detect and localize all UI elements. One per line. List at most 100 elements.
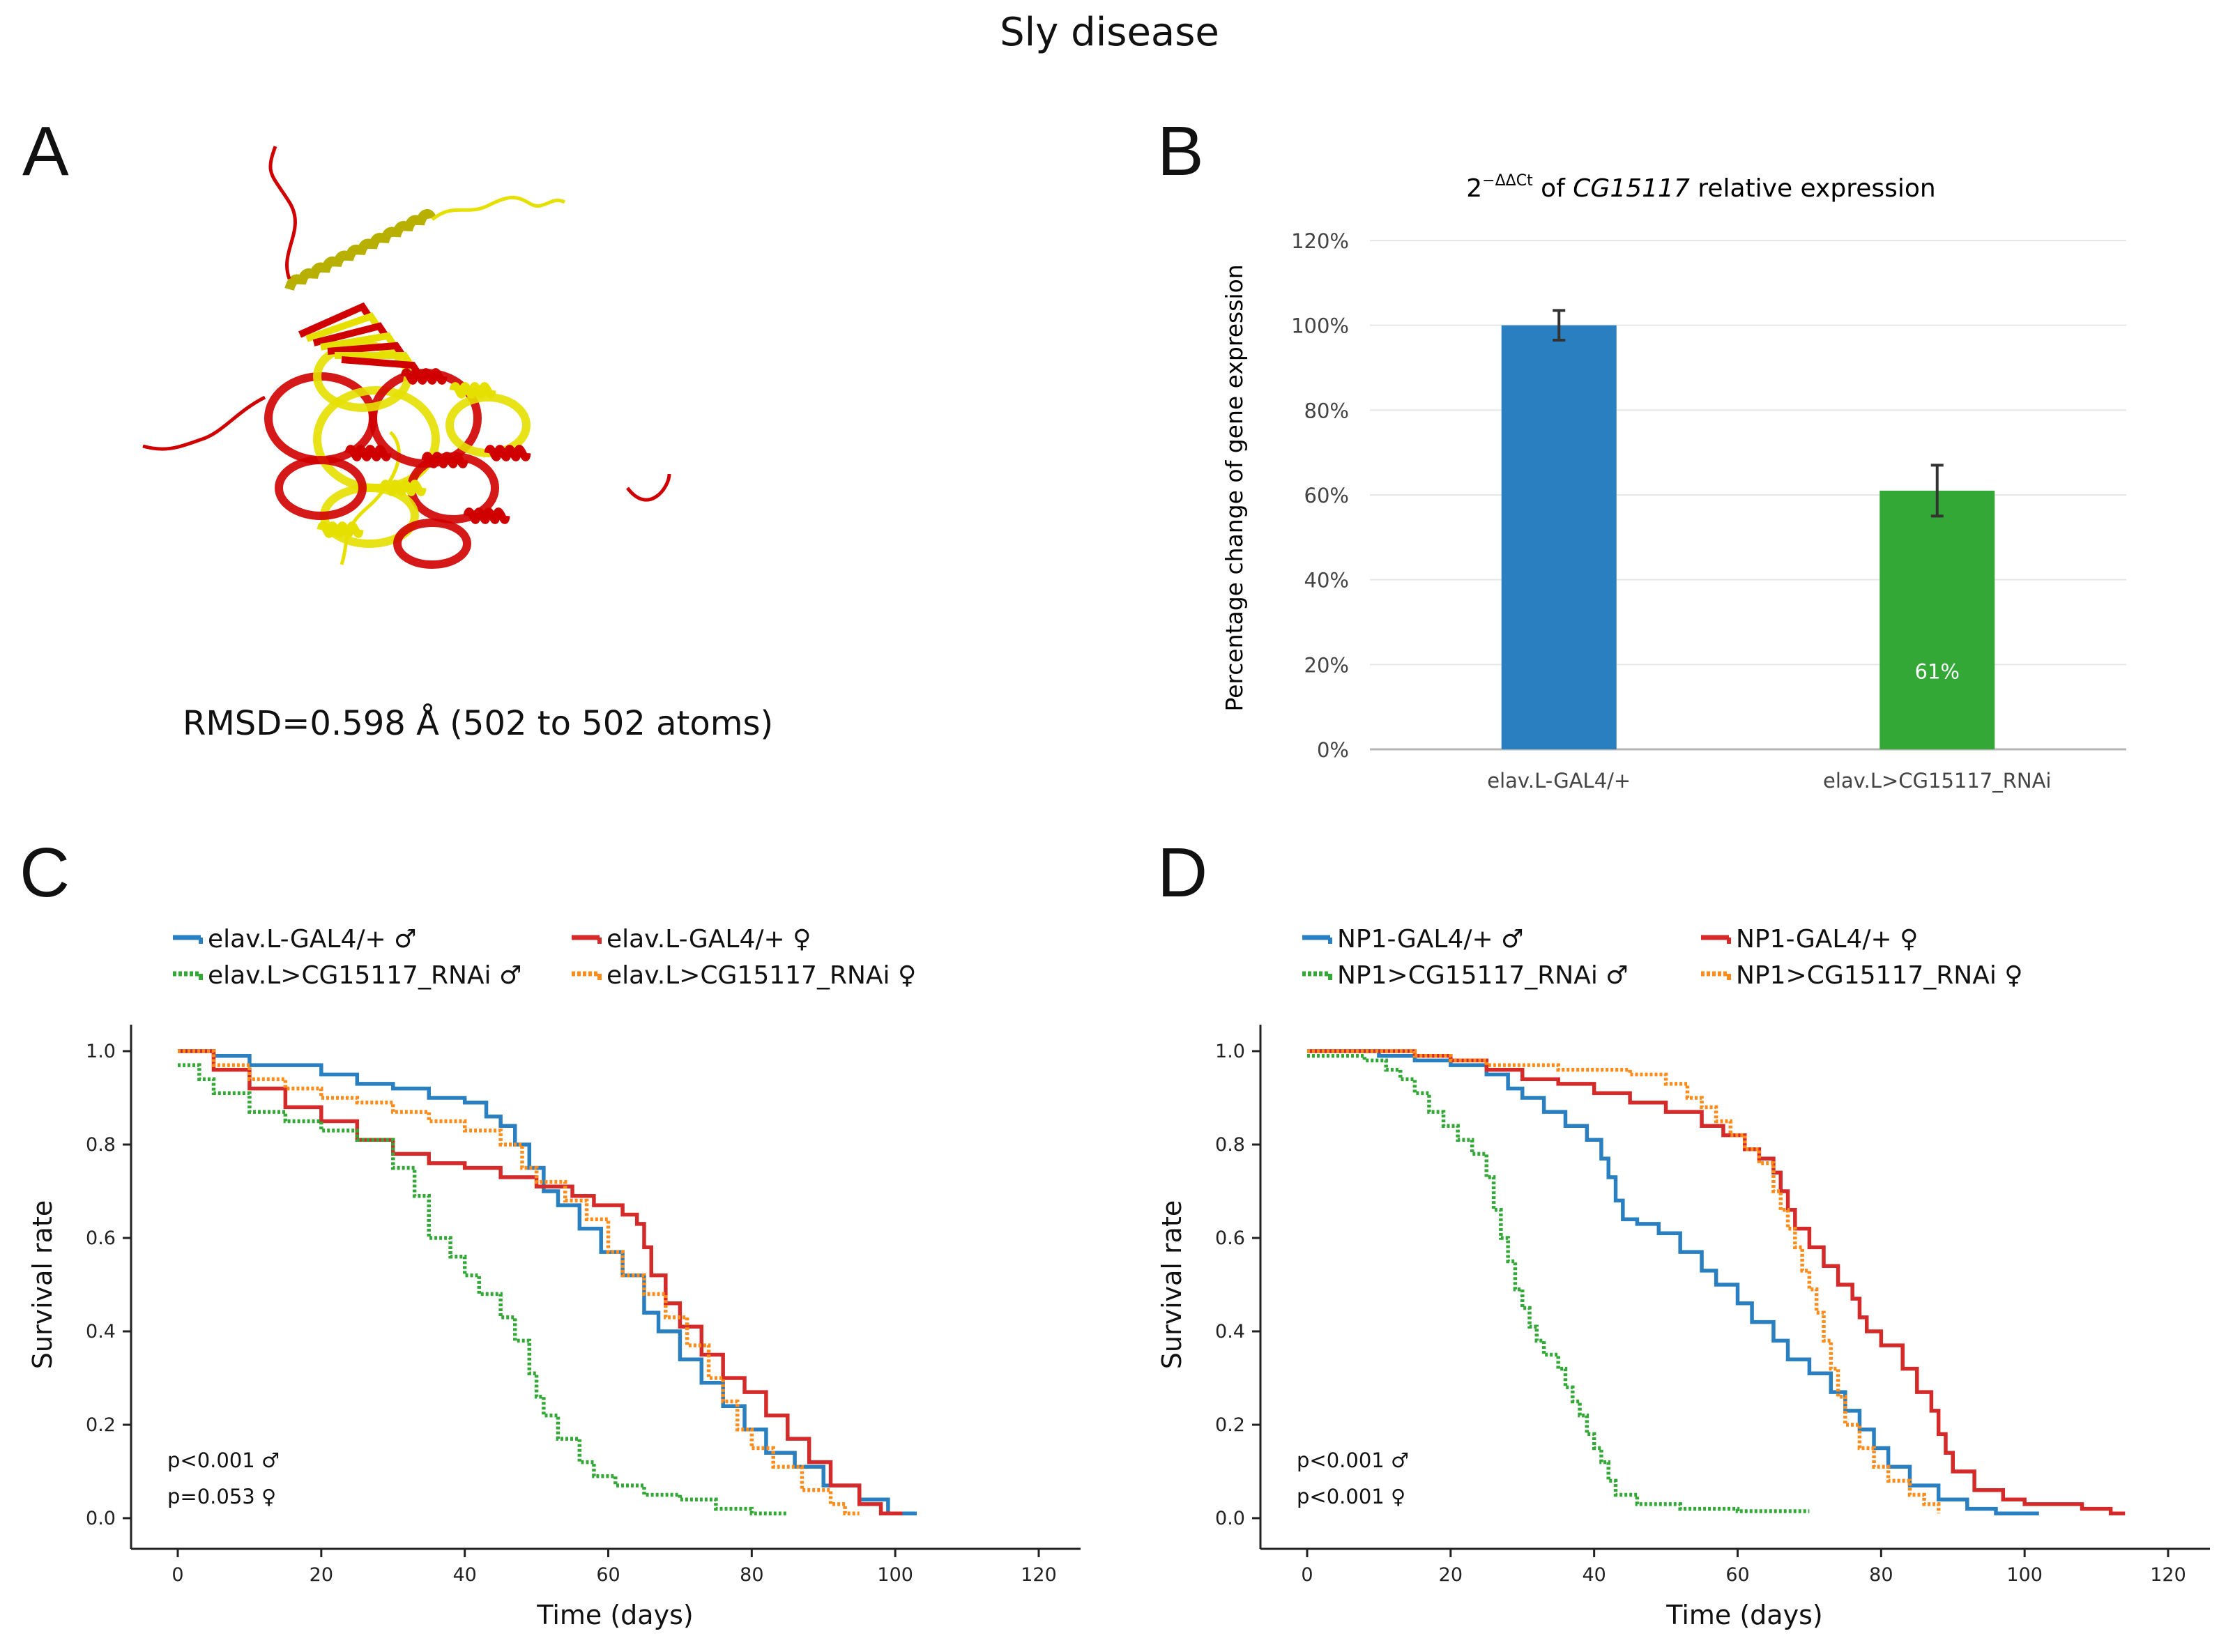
bar-data-label: 61%	[1915, 660, 1960, 684]
ribbon-loop	[275, 456, 367, 520]
beta-strand	[298, 302, 373, 338]
y-tick-label: 120%	[1291, 229, 1349, 253]
panel-c-chart: 0 20 40 60 80 100 120 0.0 0.2 0.4 0.6 0.8 1.0 Time (d…	[21, 906, 1108, 1649]
axes: 0 20 40 60 80 100 120 0.0 0.2 0.4 0.6 0.8 1.0 Time (d…	[1157, 1025, 2210, 1630]
x-tick-label: 80	[1869, 1564, 1893, 1586]
ribbon-loop	[445, 393, 531, 457]
axes: 0 20 40 60 80 100 120 0.0 0.2 0.4 0.6 0.8 1.0 Time (d…	[27, 1025, 1081, 1630]
chart-b-marks: elav.L-GAL4/+ elav.L>CG15117_RNAi 61%	[1487, 309, 2051, 793]
p-value-label: p<0.001 ♀	[1297, 1485, 1405, 1508]
x-axis-label: Time (days)	[536, 1600, 693, 1630]
x-tick-label: 120	[2150, 1564, 2186, 1586]
y-tick-label: 0.4	[86, 1321, 116, 1343]
survival-curve-4	[178, 1049, 860, 1516]
panel-letter-b: B	[1157, 112, 1204, 190]
survival-curve-3	[1307, 1053, 1810, 1513]
survival-curve-1	[1307, 1049, 2039, 1516]
p-values: p<0.001 ♂ p<0.001 ♀	[1297, 1448, 1409, 1508]
legend-label: elav.L>CG15117_RNAi ♂	[208, 961, 521, 990]
y-tick-label: 0.8	[86, 1134, 116, 1156]
rmsd-label: RMSD=0.598 Å (502 to 502 atoms)	[183, 704, 774, 743]
x-tick-label: 120	[1021, 1564, 1057, 1586]
alpha-helix	[344, 445, 392, 461]
legend: elav.L-GAL4/+ ♂ elav.L-GAL4/+ ♀ elav.L>CG1…	[173, 925, 916, 990]
p-value-label: p<0.001 ♂	[1297, 1448, 1409, 1472]
y-axis-label: Survival rate	[1157, 1200, 1187, 1369]
y-tick-label: 0.0	[1215, 1508, 1245, 1529]
y-tick-label: 20%	[1304, 653, 1349, 677]
survival-chart-c: 0 20 40 60 80 100 120 0.0 0.2 0.4 0.6 0.8 1.0 Time (d…	[27, 925, 1081, 1630]
survival-curves	[1307, 1049, 2126, 1516]
x-tick-label: 40	[1582, 1564, 1606, 1586]
survival-curve-3	[178, 1063, 788, 1516]
legend: NP1-GAL4/+ ♂ NP1-GAL4/+ ♀ NP1>CG15117_RNAi…	[1302, 925, 2023, 990]
helix-strand	[284, 209, 436, 291]
panel-b-chart: 2−ΔΔCt of CG15117 relative expression Pe…	[1199, 160, 2189, 816]
ribbon-loop	[393, 519, 471, 569]
y-tick-label: 0.6	[86, 1227, 116, 1249]
y-tick-label: 0%	[1317, 738, 1349, 762]
bar-1	[1501, 325, 1617, 749]
y-tick-label: 0.2	[1215, 1414, 1245, 1436]
x-tick-label: 100	[877, 1564, 913, 1586]
beta-strand	[305, 312, 381, 342]
y-tick-label: 0.0	[86, 1508, 116, 1529]
helix-tail	[431, 195, 566, 221]
alpha-helix	[421, 452, 468, 468]
x-tick-label: 60	[596, 1564, 620, 1586]
legend-label: NP1-GAL4/+ ♀	[1736, 925, 1918, 954]
red-tail-left	[142, 395, 266, 451]
y-tick-label: 1.0	[1215, 1041, 1245, 1062]
panel-letter-a: A	[22, 112, 69, 190]
y-tick-label: 60%	[1304, 484, 1349, 507]
alpha-helix	[484, 445, 531, 461]
legend-label: elav.L-GAL4/+ ♂	[208, 925, 416, 954]
chart-b-ylabel: Percentage change of gene expression	[1221, 264, 1248, 711]
bar-2	[1879, 490, 1995, 749]
p-value-label: p=0.053 ♀	[167, 1485, 276, 1508]
x-tick-label: 40	[452, 1564, 476, 1586]
p-values: p<0.001 ♂ p=0.053 ♀	[167, 1448, 280, 1508]
protein-structure-image	[142, 146, 671, 569]
chart-b-gridlines: 0% 20% 40% 60% 80% 100% 120%	[1291, 229, 2126, 762]
survival-chart-d: 0 20 40 60 80 100 120 0.0 0.2 0.4 0.6 0.8 1.0 Time (d…	[1157, 925, 2210, 1630]
y-tick-label: 0.6	[1215, 1227, 1245, 1249]
x-category-label: elav.L-GAL4/+	[1487, 769, 1631, 793]
bar-chart: 2−ΔΔCt of CG15117 relative expression Pe…	[1221, 172, 2126, 793]
p-value-label: p<0.001 ♂	[167, 1448, 280, 1472]
survival-curve-1	[178, 1049, 917, 1516]
red-tail-right	[626, 473, 671, 502]
yellow-tail-bottom	[340, 431, 401, 565]
legend-label: NP1-GAL4/+ ♂	[1337, 925, 1523, 954]
y-tick-label: 0.4	[1215, 1321, 1245, 1343]
survival-curve-4	[1307, 1049, 1941, 1514]
x-tick-label: 60	[1725, 1564, 1749, 1586]
y-tick-label: 1.0	[86, 1041, 116, 1062]
y-tick-label: 100%	[1291, 314, 1349, 338]
panel-d-chart: 0 20 40 60 80 100 120 0.0 0.2 0.4 0.6 0.8 1.0 Time (d…	[1150, 906, 2219, 1649]
y-tick-label: 0.8	[1215, 1134, 1245, 1156]
legend-label: elav.L>CG15117_RNAi ♀	[607, 961, 916, 990]
y-tick-label: 0.2	[86, 1414, 116, 1436]
x-category-label: elav.L>CG15117_RNAi	[1823, 769, 2051, 793]
x-tick-label: 0	[1301, 1564, 1313, 1586]
y-tick-label: 40%	[1304, 569, 1349, 592]
alpha-helix	[463, 507, 510, 524]
alpha-helix	[379, 480, 427, 496]
alpha-helix	[400, 368, 448, 385]
legend-label: elav.L-GAL4/+ ♀	[607, 925, 811, 954]
x-tick-label: 100	[2006, 1564, 2043, 1586]
panel-letter-d: D	[1157, 834, 1208, 912]
alpha-helix	[449, 382, 496, 399]
x-tick-label: 20	[310, 1564, 333, 1586]
survival-curve-2	[178, 1049, 903, 1516]
y-tick-label: 80%	[1304, 399, 1349, 422]
x-tick-label: 20	[1439, 1564, 1463, 1586]
legend-label: NP1>CG15117_RNAi ♀	[1736, 961, 2023, 990]
red-tail-top	[268, 146, 297, 280]
alpha-helix	[317, 521, 364, 538]
survival-curve-2	[1307, 1049, 2126, 1516]
panel-letter-c: C	[20, 834, 70, 912]
y-axis-label: Survival rate	[27, 1200, 58, 1369]
x-axis-label: Time (days)	[1665, 1600, 1822, 1630]
